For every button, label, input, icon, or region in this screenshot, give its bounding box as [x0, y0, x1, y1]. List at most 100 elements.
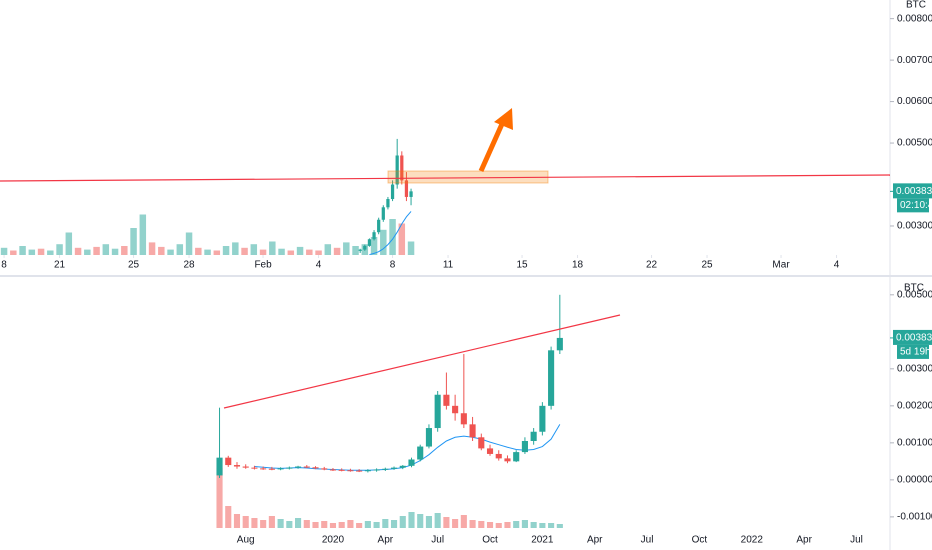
- last-price-box: [893, 183, 932, 199]
- volume-bar: [373, 522, 380, 528]
- candle-body: [381, 207, 385, 220]
- candle-body: [495, 453, 502, 459]
- volume-bar: [478, 521, 485, 528]
- candle-body: [400, 155, 404, 181]
- volume-bar: [0, 247, 8, 255]
- volume-bar: [278, 248, 285, 255]
- countdown-box: [897, 344, 929, 359]
- volume-bar: [389, 219, 396, 255]
- volume-bar: [306, 249, 313, 255]
- volume-bar: [513, 521, 520, 528]
- candle-body: [367, 239, 372, 246]
- unit-label: BTC: [906, 0, 926, 11]
- volume-bar: [408, 512, 415, 528]
- candle-body: [382, 468, 389, 470]
- candle-body: [268, 468, 275, 470]
- volume-bar: [268, 516, 275, 528]
- volume-bar: [303, 520, 310, 528]
- candle-body: [386, 199, 390, 208]
- volume-bar: [548, 523, 555, 528]
- volume-bar: [93, 246, 100, 255]
- volume-bar: [242, 516, 249, 528]
- volume-bar: [295, 518, 302, 528]
- candle-body: [504, 458, 511, 462]
- volume-bar: [216, 468, 223, 528]
- arrow[interactable]: [478, 122, 505, 173]
- trend-line[interactable]: [0, 174, 891, 182]
- candle-body: [358, 249, 362, 251]
- candle-body: [225, 457, 232, 466]
- volume-bar: [399, 516, 406, 528]
- volume-bar: [241, 247, 248, 255]
- candle-body: [443, 394, 450, 406]
- x-tick-label: 25: [128, 260, 140, 271]
- volume-bar: [130, 228, 137, 255]
- candle-body: [338, 469, 345, 471]
- volume-bar: [176, 244, 184, 255]
- pane: [216, 294, 563, 528]
- volume-bar: [460, 515, 467, 528]
- candle-body: [434, 394, 441, 429]
- candle-body: [363, 245, 367, 250]
- trend-line[interactable]: [223, 314, 621, 409]
- candle-body: [356, 470, 363, 472]
- volume-bar: [233, 514, 241, 528]
- volume-bar: [296, 246, 304, 255]
- x-tick-label: 28: [184, 260, 196, 271]
- candle-body: [530, 431, 537, 441]
- x-tick-label: 8: [390, 260, 396, 271]
- volume-bar: [250, 244, 258, 255]
- volume-bar: [347, 520, 354, 528]
- candle-body: [377, 219, 381, 233]
- volume-bar: [539, 523, 546, 528]
- x-tick-label: 21: [54, 260, 66, 271]
- volume-bar: [148, 242, 156, 255]
- volume-bar: [222, 246, 230, 255]
- candle-body: [242, 466, 249, 468]
- candle-body: [395, 155, 399, 185]
- x-tick-label: Apr: [587, 535, 603, 546]
- candle-body: [372, 232, 376, 240]
- volume-bar: [329, 523, 337, 528]
- candle-body: [548, 350, 555, 406]
- volume-bar: [84, 249, 91, 255]
- volume-bar: [56, 244, 63, 255]
- x-tick-label: Jul: [641, 535, 654, 546]
- candle-body: [404, 180, 409, 197]
- x-tick-label: Jul: [431, 535, 444, 546]
- volume-bar: [232, 242, 239, 255]
- volume-bar: [417, 514, 424, 528]
- volume-bar: [556, 524, 563, 528]
- candle-body: [233, 465, 241, 467]
- countdown-box: [897, 198, 929, 213]
- volume-bar: [504, 522, 511, 528]
- x-tick-label: 2020: [322, 535, 345, 546]
- volume-bar: [486, 522, 494, 528]
- x-tick-label: Aug: [237, 535, 255, 546]
- moving-average: [369, 211, 412, 255]
- volume-bar: [469, 520, 476, 528]
- candle-body: [521, 440, 528, 453]
- volume-bar: [286, 521, 293, 528]
- x-tick-label: 11: [443, 260, 454, 271]
- x-tick-label: Apr: [378, 535, 394, 546]
- volume-bar: [139, 214, 147, 255]
- candle-body: [347, 470, 354, 472]
- x-tick-label: 25: [701, 260, 713, 271]
- x-tick-label: 18: [572, 260, 584, 271]
- candle-body: [460, 413, 467, 425]
- candle-body: [321, 468, 328, 470]
- unit-label: BTC: [904, 283, 924, 294]
- x-tick-label: 15: [516, 260, 528, 271]
- candle-body: [251, 467, 258, 469]
- candle-body: [312, 467, 319, 469]
- volume-bar: [452, 519, 459, 528]
- volume-bar: [287, 250, 295, 255]
